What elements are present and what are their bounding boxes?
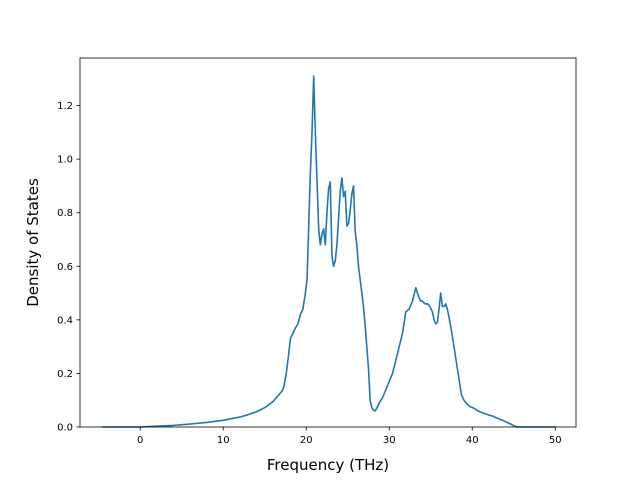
- x-axis-label: Frequency (THz): [267, 456, 389, 474]
- y-tick-label: 0.8: [57, 208, 73, 219]
- x-axis-ticks: 0 10 20 30 40 50: [137, 427, 562, 446]
- x-tick-label: 40: [466, 435, 479, 446]
- y-tick-label: 1.2: [57, 101, 73, 112]
- x-tick-label: 50: [549, 435, 562, 446]
- y-tick-label: 0.6: [57, 262, 73, 273]
- y-axis-ticks: 0.0 0.2 0.4 0.6 0.8 1.0 1.2: [57, 101, 80, 434]
- x-tick-label: 20: [300, 435, 313, 446]
- y-tick-label: 0.4: [57, 315, 73, 326]
- x-tick-label: 30: [383, 435, 396, 446]
- dos-series-line-0: [102, 75, 556, 428]
- y-tick-label: 1.0: [57, 155, 73, 166]
- x-tick-label: 10: [217, 435, 230, 446]
- y-tick-label: 0.0: [57, 423, 73, 434]
- plot-layer: [102, 75, 556, 428]
- y-axis-label: Density of States: [24, 178, 42, 307]
- y-tick-label: 0.2: [57, 369, 73, 380]
- axes-frame: [79, 57, 577, 428]
- x-tick-label: 0: [137, 435, 143, 446]
